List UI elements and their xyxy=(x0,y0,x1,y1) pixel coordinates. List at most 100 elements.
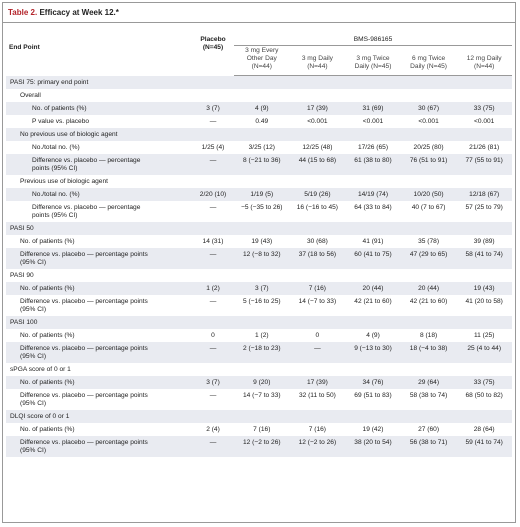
value-cell: 20 (44) xyxy=(400,282,457,295)
value-cell: 31 (69) xyxy=(345,102,401,115)
value-cell: — xyxy=(192,342,234,363)
table-row: Overall xyxy=(6,89,512,102)
value-cell: 69 (51 to 83) xyxy=(354,391,392,399)
value-cell: 4 (9) xyxy=(234,102,290,115)
value-cell: 33 (75) xyxy=(456,102,512,115)
table-row: No. of patients (%) 14 (31) 19 (43) 30 (68)… xyxy=(6,235,512,248)
value-cell: 14 (31) xyxy=(202,237,224,245)
group-title: No previous use of biologic agent xyxy=(6,128,512,141)
value-cell: 40 (7 to 67) xyxy=(411,203,446,211)
row-label: No./total no. (%) xyxy=(32,143,80,151)
table-row: Difference vs. placebo — percentage poin… xyxy=(6,248,512,269)
value-cell: 3 (7) xyxy=(192,376,234,389)
end-point-header: End Point xyxy=(9,44,40,51)
value-cell: 2 (−18 to 23) xyxy=(234,342,290,363)
value-cell: 57 (25 to 79) xyxy=(465,203,503,211)
value-cell: 3 (7) xyxy=(234,282,290,295)
value-cell: 2 (4) xyxy=(206,425,220,433)
value-cell: — xyxy=(192,154,234,175)
value-cell: 61 (38 to 80) xyxy=(345,154,401,175)
value-cell: −5 (−35 to 26) xyxy=(241,203,283,211)
table-row: P value vs. placebo — 0.49 <0.001 <0.001 <0.0… xyxy=(6,115,512,128)
table-row: No./total no. (%) 1/25 (4) 3/25 (12) 12/25 … xyxy=(6,141,512,154)
row-label: No. of patients (%) xyxy=(20,237,75,245)
section-title: PASI 75: primary end point xyxy=(6,75,512,89)
value-cell: 30 (68) xyxy=(306,237,328,245)
row-label: Difference vs. placebo — percentage poin… xyxy=(6,342,192,363)
value-cell: — xyxy=(209,391,217,399)
table-row: Difference vs. placebo — percentage poin… xyxy=(6,154,512,175)
row-label: Difference vs. placebo — percentage poin… xyxy=(6,436,192,457)
row-label: P value vs. placebo xyxy=(32,117,90,125)
value-cell: 12 (−2 to 26) xyxy=(234,436,290,457)
value-cell: 5/19 (26) xyxy=(289,188,346,201)
value-cell: 0 xyxy=(211,331,215,339)
value-cell: <0.001 xyxy=(418,117,439,125)
row-label: Difference vs. placebo — percentage poin… xyxy=(20,297,148,313)
row-label: Difference vs. placebo — percentage poin… xyxy=(32,203,141,219)
table-title: Efficacy at Week 12.* xyxy=(39,8,119,17)
value-cell: 56 (38 to 71) xyxy=(400,436,457,457)
group-title: Overall xyxy=(20,91,41,99)
title-bar: Table 2. Efficacy at Week 12.* xyxy=(3,3,515,23)
value-cell: 17 (39) xyxy=(289,102,346,115)
value-cell: 12 (−2 to 26) xyxy=(289,436,346,457)
value-cell: 59 (41 to 74) xyxy=(456,436,512,457)
row-label: No. of patients (%) xyxy=(6,282,192,295)
value-cell: 58 (38 to 74) xyxy=(409,391,448,399)
table-row: Difference vs. placebo — percentage poin… xyxy=(6,436,512,457)
dose-header: 6 mg Twice Daily (N=45) xyxy=(400,45,457,76)
table-row: Difference vs. placebo — percentage poin… xyxy=(6,295,512,316)
value-cell: 39 (89) xyxy=(473,237,495,245)
value-cell: 41 (91) xyxy=(362,237,384,245)
value-cell: 0 xyxy=(315,331,320,339)
value-cell: — xyxy=(192,248,234,269)
value-cell: — xyxy=(209,117,217,125)
value-cell: 19 (43) xyxy=(251,237,273,245)
dose-header: 3 mg Twice Daily (N=45) xyxy=(345,45,401,76)
drug-header: BMS-986165 xyxy=(234,23,512,46)
table-row: No. of patients (%) 3 (7) 9 (20) 17 (39) 34 … xyxy=(6,376,512,389)
group-title: Previous use of biologic agent xyxy=(20,177,108,185)
value-cell: 1 (2) xyxy=(255,331,269,339)
table-row: No. of patients (%) 3 (7) 4 (9) 17 (39) 31 (… xyxy=(6,102,512,115)
value-cell: 28 (64) xyxy=(473,425,495,433)
value-cell: 42 (21 to 60) xyxy=(409,297,448,305)
table-row: DLQI score of 0 or 1 xyxy=(6,410,512,423)
value-cell: 47 (29 to 65) xyxy=(400,248,457,269)
table-label: Table 2. xyxy=(8,8,38,17)
value-cell: 21/26 (81) xyxy=(469,143,500,151)
value-cell: — xyxy=(209,203,217,211)
row-label: Difference vs. placebo — percentage poin… xyxy=(6,154,192,175)
dose-header: 12 mg Daily (N=44) xyxy=(456,45,512,76)
value-cell: 1 (2) xyxy=(192,282,234,295)
table-row: Difference vs. placebo — percentage poin… xyxy=(6,342,512,363)
value-cell: 38 (20 to 54) xyxy=(345,436,401,457)
section-title: PASI 50 xyxy=(6,222,512,235)
value-cell: 34 (76) xyxy=(345,376,401,389)
value-cell: 9 (20) xyxy=(234,376,290,389)
value-cell: <0.001 xyxy=(474,117,495,125)
dose-header: 3 mg Daily (N=44) xyxy=(289,45,346,76)
table-row: No. of patients (%) 2 (4) 7 (16) 7 (16) 19 (… xyxy=(6,423,512,436)
table-row: Previous use of biologic agent xyxy=(6,175,512,188)
value-cell: 7 (16) xyxy=(308,425,326,433)
value-cell: 29 (64) xyxy=(400,376,457,389)
value-cell: 1/25 (4) xyxy=(201,143,225,151)
value-cell: 20 (44) xyxy=(345,282,401,295)
value-cell: 2/20 (10) xyxy=(192,188,234,201)
value-cell: 25 (4 to 44) xyxy=(456,342,512,363)
value-cell: 9 (−13 to 30) xyxy=(345,342,401,363)
value-cell: <0.001 xyxy=(362,117,384,125)
value-cell: — xyxy=(192,436,234,457)
value-cell: 5 (−16 to 25) xyxy=(243,297,281,305)
value-cell: 77 (55 to 91) xyxy=(456,154,512,175)
value-cell: 11 (25) xyxy=(473,331,495,339)
row-label: No. of patients (%) xyxy=(20,331,75,339)
table-row: No./total no. (%) 2/20 (10) 1/19 (5) 5/19 (… xyxy=(6,188,512,201)
efficacy-table: End Point Placebo (N=45) BMS-986165 3 mg… xyxy=(6,23,512,457)
value-cell: 14 (−7 to 33) xyxy=(243,391,281,399)
value-cell: 12/25 (48) xyxy=(302,143,333,151)
table-row: No previous use of biologic agent xyxy=(6,128,512,141)
